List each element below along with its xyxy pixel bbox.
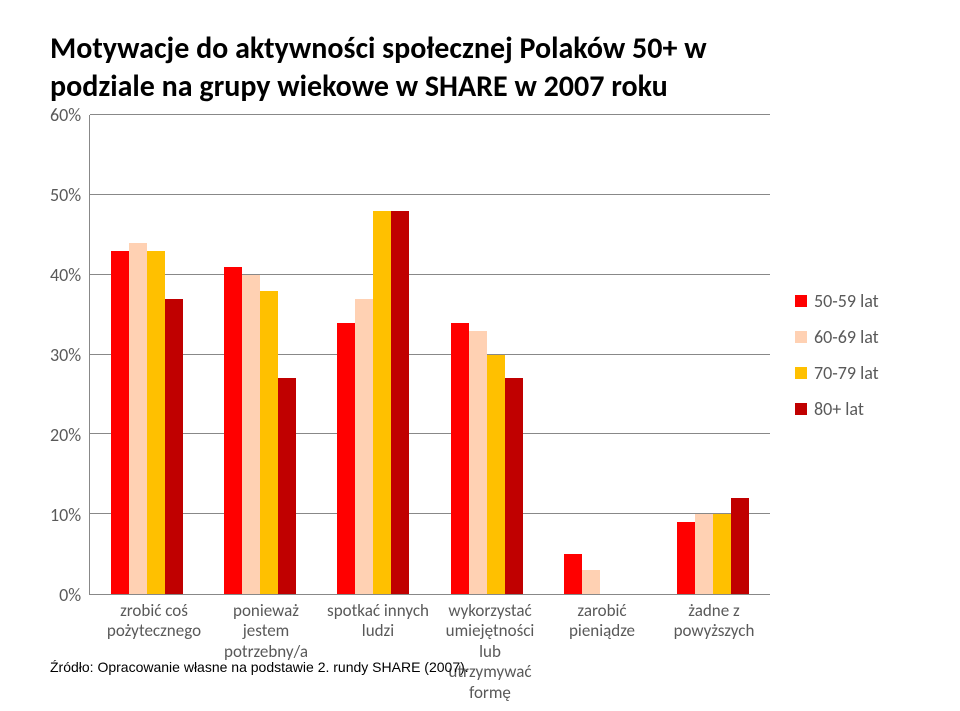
legend-label: 60-69 lat xyxy=(814,326,879,348)
bar xyxy=(469,331,487,594)
legend-item: 50-59 lat xyxy=(795,290,910,312)
source-note: Źródło: Opracowanie własne na podstawie … xyxy=(50,659,469,675)
legend-label: 80+ lat xyxy=(814,398,864,420)
legend-item: 60-69 lat xyxy=(795,326,910,348)
title-line-2: podziale na grupy wiekowe w SHARE w 2007… xyxy=(50,68,668,105)
legend-swatch xyxy=(795,403,807,415)
bar xyxy=(731,498,749,594)
legend-item: 70-79 lat xyxy=(795,362,910,384)
bar xyxy=(278,378,296,594)
x-label: wykorzystać umiejętności lub utrzymywać … xyxy=(434,601,546,703)
bar-groups xyxy=(90,115,770,594)
legend-label: 70-79 lat xyxy=(814,362,879,384)
bar-group xyxy=(317,115,430,594)
bar xyxy=(260,291,278,594)
bar xyxy=(713,514,731,594)
bar-group xyxy=(657,115,770,594)
bar xyxy=(129,243,147,594)
x-axis-labels: zrobić coś pożytecznego ponieważ jestem … xyxy=(98,601,770,703)
chart-title: Motywacje do aktywności społecznej Polak… xyxy=(50,30,910,105)
bar-group xyxy=(543,115,656,594)
bar-group xyxy=(90,115,203,594)
x-label: zarobić pieniądze xyxy=(546,601,658,703)
legend-swatch xyxy=(795,367,807,379)
bar xyxy=(391,211,409,594)
bar xyxy=(451,323,469,594)
legend-swatch xyxy=(795,295,807,307)
bar xyxy=(165,299,183,594)
x-label: zrobić coś pożytecznego xyxy=(98,601,210,703)
legend-item: 80+ lat xyxy=(795,398,910,420)
title-line-1: Motywacje do aktywności społecznej Polak… xyxy=(50,30,707,67)
bar xyxy=(242,275,260,594)
y-axis: 60% 50% 40% 30% 20% 10% 0% xyxy=(50,115,89,595)
bar xyxy=(487,355,505,595)
bar xyxy=(355,299,373,594)
slide-page: Motywacje do aktywności społecznej Polak… xyxy=(0,0,960,711)
bar xyxy=(582,570,600,594)
bar xyxy=(147,251,165,594)
chart-area: 60% 50% 40% 30% 20% 10% 0% 50-59 lat 6 xyxy=(50,115,910,595)
bar xyxy=(224,267,242,594)
bar-group xyxy=(203,115,316,594)
plot-area xyxy=(89,115,770,595)
bar xyxy=(564,554,582,594)
bar xyxy=(677,522,695,594)
bar-group xyxy=(430,115,543,594)
legend-swatch xyxy=(795,331,807,343)
bar xyxy=(373,211,391,594)
x-label: spotkać innych ludzi xyxy=(322,601,434,703)
legend-label: 50-59 lat xyxy=(814,290,879,312)
bar xyxy=(505,378,523,594)
bar xyxy=(111,251,129,594)
bar xyxy=(695,514,713,594)
x-label: ponieważ jestem potrzebny/a xyxy=(210,601,322,703)
x-label: żadne z powyższych xyxy=(658,601,770,703)
legend: 50-59 lat 60-69 lat 70-79 lat 80+ lat xyxy=(780,115,910,595)
bar xyxy=(337,323,355,594)
